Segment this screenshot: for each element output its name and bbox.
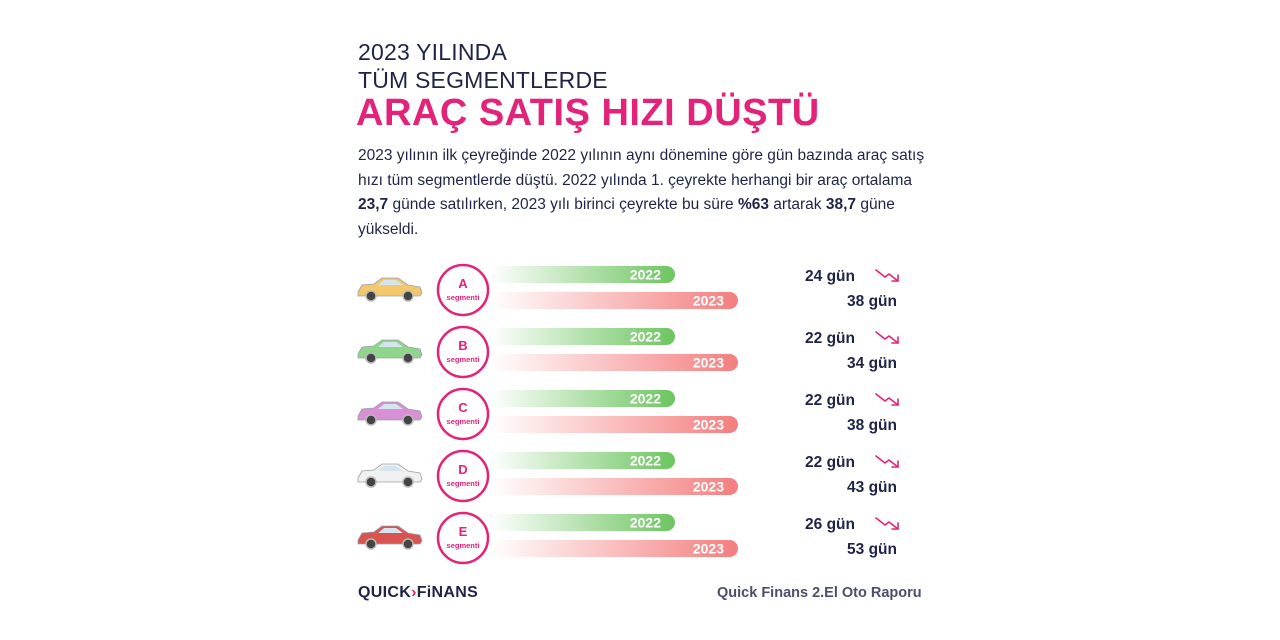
bar-2023 <box>490 354 738 371</box>
segment-word: segmenti <box>447 293 480 302</box>
segment-letter: D <box>458 462 467 477</box>
desc-part-4: güne yükseldi. <box>358 196 895 238</box>
desc-part-2: günde satılırken, 2023 yılı birinci çeyr… <box>388 196 738 213</box>
trend-down-arrowhead <box>891 460 899 468</box>
bar-label-2022: 2022 <box>630 329 661 345</box>
segment-badge <box>436 511 490 565</box>
segment-badge <box>436 449 490 503</box>
bar-label-2023: 2023 <box>693 293 724 309</box>
trend-down-arrowhead <box>891 274 899 282</box>
value-2022: 22 gün <box>805 392 855 409</box>
segment-letter: A <box>458 276 468 291</box>
bar-label-2022: 2022 <box>630 515 661 531</box>
value-2023: 43 gün <box>847 479 897 496</box>
segment-letter: C <box>458 400 468 415</box>
bar-2023 <box>490 292 738 309</box>
bar-2022 <box>490 266 675 283</box>
trend-down-arrowhead <box>891 522 899 530</box>
header-line-1: 2023 YILINDA <box>358 39 508 65</box>
bar-2022 <box>490 452 675 469</box>
desc-bold-3: 38,7 <box>825 196 857 213</box>
value-2022: 22 gün <box>805 330 855 347</box>
bar-2023 <box>490 540 738 557</box>
segment-word: segmenti <box>447 541 480 550</box>
bar-2022 <box>490 390 675 407</box>
desc-bold-1: 23,7 <box>358 196 389 213</box>
value-2023: 38 gün <box>847 417 897 434</box>
desc-part-1: 2023 yılının ilk çeyreğinde 2022 yılının… <box>358 147 925 189</box>
segment-word: segmenti <box>447 355 480 364</box>
bar-label-2023: 2023 <box>693 417 724 433</box>
trend-down-icon <box>875 331 899 344</box>
bar-2023 <box>490 478 738 495</box>
description-text: 2023 yılının ilk çeyreğinde 2022 yılının… <box>358 144 928 242</box>
trend-down-icon <box>875 517 899 530</box>
car-icon <box>357 339 423 364</box>
trend-down-icon <box>875 455 899 468</box>
car-icon <box>357 401 423 426</box>
value-2022: 22 gün <box>805 454 855 471</box>
bar-2023 <box>490 416 738 433</box>
trend-down-arrowhead <box>891 336 899 344</box>
bar-label-2022: 2022 <box>630 453 661 469</box>
car-icon <box>357 525 423 550</box>
segment-word: segmenti <box>447 479 480 488</box>
segment-letter: E <box>459 524 468 539</box>
bar-label-2022: 2022 <box>630 391 661 407</box>
value-2023: 53 gün <box>847 541 897 558</box>
trend-down-icon <box>875 393 899 406</box>
bar-2022 <box>490 514 675 531</box>
segment-badge <box>436 263 490 317</box>
source-label: Quick Finans 2.El Oto Raporu <box>717 585 922 601</box>
value-2023: 38 gün <box>847 293 897 310</box>
bar-label-2022: 2022 <box>630 267 661 283</box>
desc-bold-2: %63 <box>737 196 769 213</box>
quickfinans-logo: QUICK›FiNANS <box>358 584 479 601</box>
header-line-2: TÜM SEGMENTLERDE <box>358 67 608 93</box>
car-icon <box>357 463 423 488</box>
segment-letter: B <box>458 338 467 353</box>
trend-down-arrowhead <box>891 398 899 406</box>
car-icon <box>357 277 423 302</box>
value-2022: 24 gün <box>805 268 855 285</box>
value-2023: 34 gün <box>847 355 897 372</box>
segment-badge <box>436 325 490 379</box>
bar-label-2023: 2023 <box>693 355 724 371</box>
value-2022: 26 gün <box>805 516 855 533</box>
page-title: ARAÇ SATIŞ HIZI DÜŞTÜ <box>356 92 820 134</box>
bar-2022 <box>490 328 675 345</box>
bar-label-2023: 2023 <box>693 479 724 495</box>
desc-part-3: artarak <box>769 196 826 213</box>
segment-badge <box>436 387 490 441</box>
bar-label-2023: 2023 <box>693 541 724 557</box>
trend-down-icon <box>875 269 899 282</box>
segment-word: segmenti <box>447 417 480 426</box>
